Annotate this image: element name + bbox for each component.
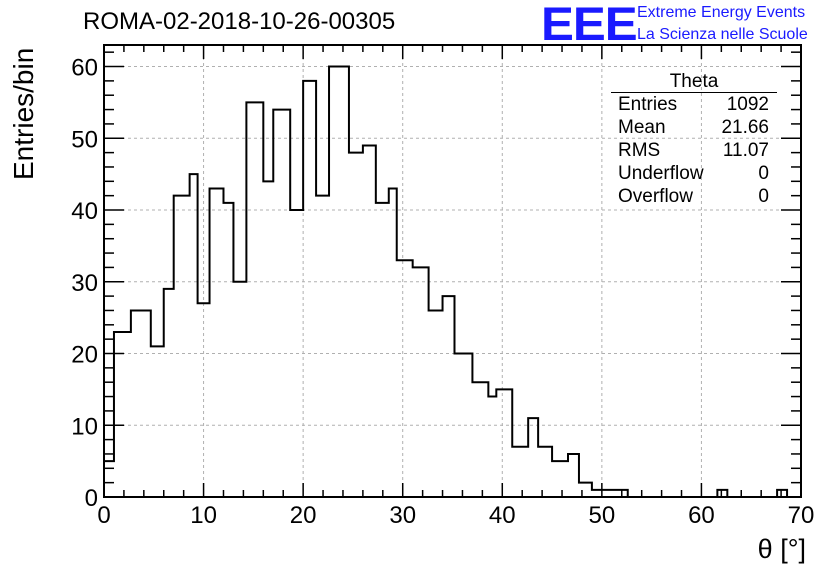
x-axis-label: θ [°] — [757, 534, 806, 564]
histogram-bin — [316, 196, 329, 497]
histogram-bin — [454, 354, 472, 497]
y-axis-label: Entries/bin — [8, 47, 39, 180]
histogram-bin — [131, 310, 151, 497]
histogram-series — [103, 65, 801, 498]
y-tick-label: 30 — [71, 270, 98, 297]
histogram-bin — [397, 260, 413, 497]
histogram-bin — [376, 203, 389, 497]
stats-row-rms: RMS 11.07 — [611, 139, 777, 162]
x-tick-label: 0 — [97, 502, 110, 529]
stats-row-entries: Entries 1092 — [611, 93, 777, 116]
plot-frame — [103, 44, 802, 498]
histogram-bin — [210, 188, 224, 497]
x-tick-label: 50 — [589, 502, 616, 529]
histogram-bin — [488, 397, 496, 497]
histogram-bin — [246, 102, 263, 497]
grid — [104, 45, 801, 497]
x-tick-label: 40 — [489, 502, 516, 529]
histogram-bin — [528, 418, 538, 497]
histogram-bin — [568, 454, 579, 497]
y-tick-label: 60 — [71, 55, 98, 82]
y-tick-label: 0 — [85, 485, 98, 512]
histogram-bin — [233, 282, 246, 497]
histogram-bin — [104, 461, 114, 497]
x-tick-label: 20 — [290, 502, 317, 529]
stats-value: 1092 — [726, 94, 769, 115]
y-tick-label: 20 — [71, 342, 98, 369]
histogram-bin — [114, 332, 131, 497]
histogram-bin — [443, 296, 455, 497]
histogram-bin — [512, 447, 528, 497]
eee-logo: EEE — [541, 0, 638, 50]
histogram-bin — [349, 153, 363, 497]
y-tick-label: 40 — [71, 198, 98, 225]
histogram-bin — [290, 210, 303, 497]
stats-value: 0 — [758, 163, 769, 184]
histogram-bin — [263, 181, 273, 497]
histogram-bin — [602, 490, 628, 497]
histogram-bin — [496, 389, 512, 497]
y-tick-label: 50 — [71, 126, 98, 153]
histogram-bin — [538, 447, 552, 497]
histogram-bin — [190, 174, 198, 497]
histogram-bin — [174, 196, 190, 497]
histogram-bin — [579, 483, 592, 497]
histogram-bin — [429, 310, 443, 497]
axes-frame — [103, 44, 802, 498]
histogram-bin — [303, 81, 316, 497]
stats-label: RMS — [618, 140, 661, 161]
histogram-bin — [198, 303, 210, 497]
x-tick-label: 30 — [389, 502, 416, 529]
stats-label: Entries — [618, 94, 678, 115]
stats-title: Theta — [611, 72, 777, 93]
stats-label: Mean — [618, 117, 666, 138]
stats-row-overflow: Overflow 0 — [611, 185, 777, 208]
histogram-bin — [592, 490, 602, 497]
stats-box: Theta Entries 1092 Mean 21.66 RMS 11.07 … — [611, 72, 777, 208]
histogram-bin — [363, 145, 376, 497]
stats-value: 0 — [758, 186, 769, 207]
histogram-bin — [164, 289, 174, 497]
x-tick-label: 10 — [190, 502, 217, 529]
tick-labels: 0 10 20 30 40 50 60 70 0 10 20 30 40 50 60 — [71, 55, 814, 529]
y-tick-label: 10 — [71, 413, 98, 440]
logo-subtitle-line1: Extreme Energy Events — [637, 4, 806, 21]
histogram-bin — [472, 382, 488, 497]
histogram-bin — [273, 110, 290, 497]
stats-value: 21.66 — [721, 117, 769, 138]
stats-value: 11.07 — [722, 140, 769, 161]
stats-row-mean: Mean 21.66 — [611, 116, 777, 139]
histogram-outline — [103, 65, 801, 498]
stats-label: Underflow — [618, 163, 704, 184]
x-tick-label: 70 — [788, 502, 815, 529]
stats-label: Overflow — [618, 186, 693, 207]
histogram-bin — [223, 203, 233, 497]
histogram-bin — [413, 267, 429, 497]
histogram-bin — [389, 188, 397, 497]
histogram-bin — [552, 461, 568, 497]
axis-ticks — [103, 45, 802, 498]
logo-subtitle-line2: La Scienza nelle Scuole — [637, 26, 808, 43]
histogram-bin — [151, 346, 164, 497]
x-tick-label: 60 — [688, 502, 715, 529]
stats-row-underflow: Underflow 0 — [611, 162, 777, 185]
histogram-bin — [329, 67, 349, 497]
chart-title: ROMA-02-2018-10-26-00305 — [83, 8, 396, 35]
histogram-bin — [777, 490, 787, 497]
histogram-bin — [717, 490, 727, 497]
